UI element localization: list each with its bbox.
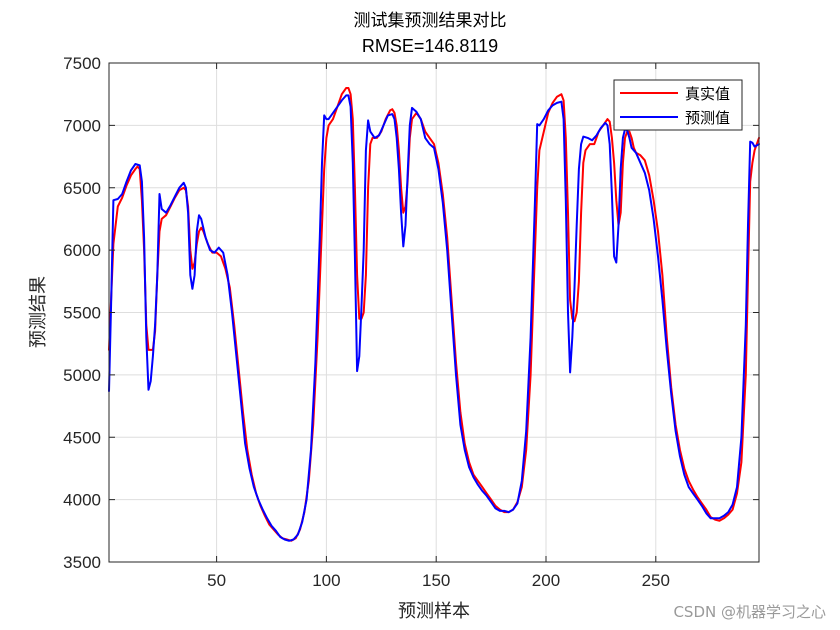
y-tick-label: 7500 (63, 54, 101, 73)
series-line-1 (108, 94, 760, 542)
y-tick-label: 6500 (63, 179, 101, 198)
x-tick-label: 200 (532, 571, 560, 590)
legend-label-true: 真实值 (685, 85, 730, 103)
y-tick-label: 5500 (63, 304, 101, 323)
x-tick-label: 50 (207, 571, 226, 590)
legend: 真实值 预测值 (613, 79, 743, 131)
x-tick-label: 100 (312, 571, 340, 590)
ticks: 50 100 150 200 250 3500 4000 4500 5000 5500 6000 65… (63, 54, 759, 590)
y-tick-label: 7000 (63, 116, 101, 135)
x-tick-label: 250 (642, 571, 670, 590)
series-layer (108, 87, 760, 542)
watermark: CSDN @机器学习之心 (673, 603, 826, 621)
chart-title: 测试集预测结果对比 (354, 11, 507, 31)
y-axis-label: 预测结果 (28, 276, 49, 348)
legend-label-pred: 预测值 (685, 109, 730, 127)
y-tick-label: 4500 (63, 428, 101, 447)
y-tick-label: 5000 (63, 366, 101, 385)
chart-subtitle: RMSE=146.8119 (362, 36, 498, 56)
y-tick-label: 3500 (63, 553, 101, 572)
x-tick-label: 150 (422, 571, 450, 590)
legend-box (613, 79, 743, 131)
y-tick-label: 4000 (63, 491, 101, 510)
x-axis-label: 预测样本 (398, 601, 470, 622)
y-tick-label: 6000 (63, 241, 101, 260)
